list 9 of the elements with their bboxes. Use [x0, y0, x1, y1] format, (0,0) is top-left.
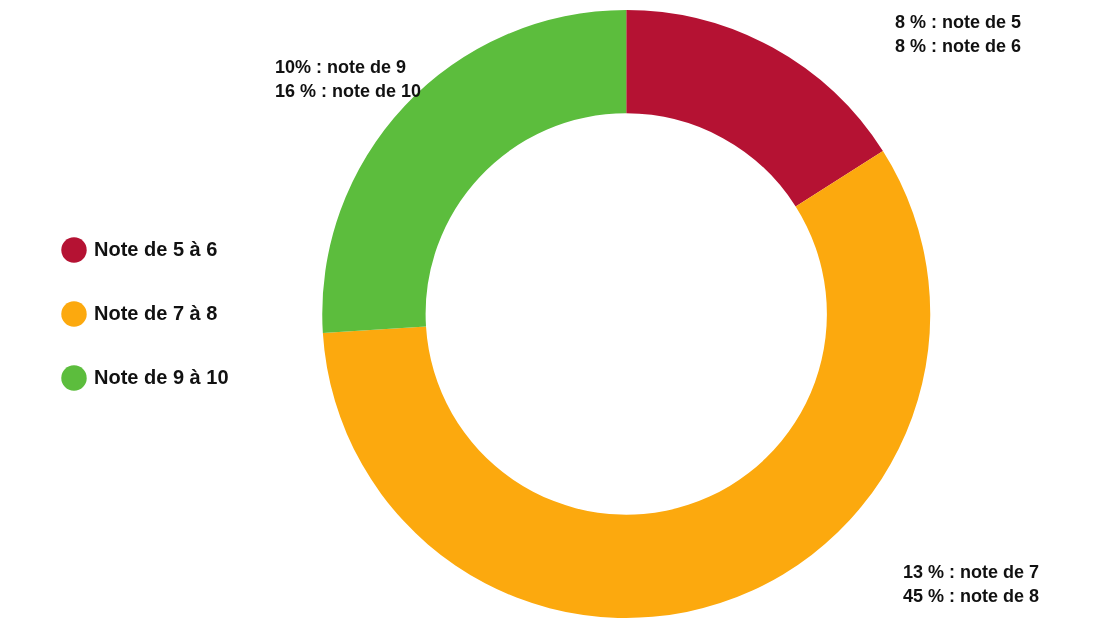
legend-label: Note de 9 à 10 — [94, 365, 229, 388]
text: 8 % : note de 5 — [895, 11, 1022, 34]
legend-label: Note de 5 à 6 — [94, 237, 218, 260]
text: 10% : note de 9 — [275, 56, 407, 79]
legend-label: Note de 7 à 8 — [94, 301, 218, 324]
text: 45 % : note de 8 — [903, 585, 1040, 608]
text: 8 % : note de 6 — [895, 35, 1022, 58]
text: 16 % : note de 10 — [275, 80, 422, 103]
text: 13 % : note de 7 — [903, 561, 1040, 584]
